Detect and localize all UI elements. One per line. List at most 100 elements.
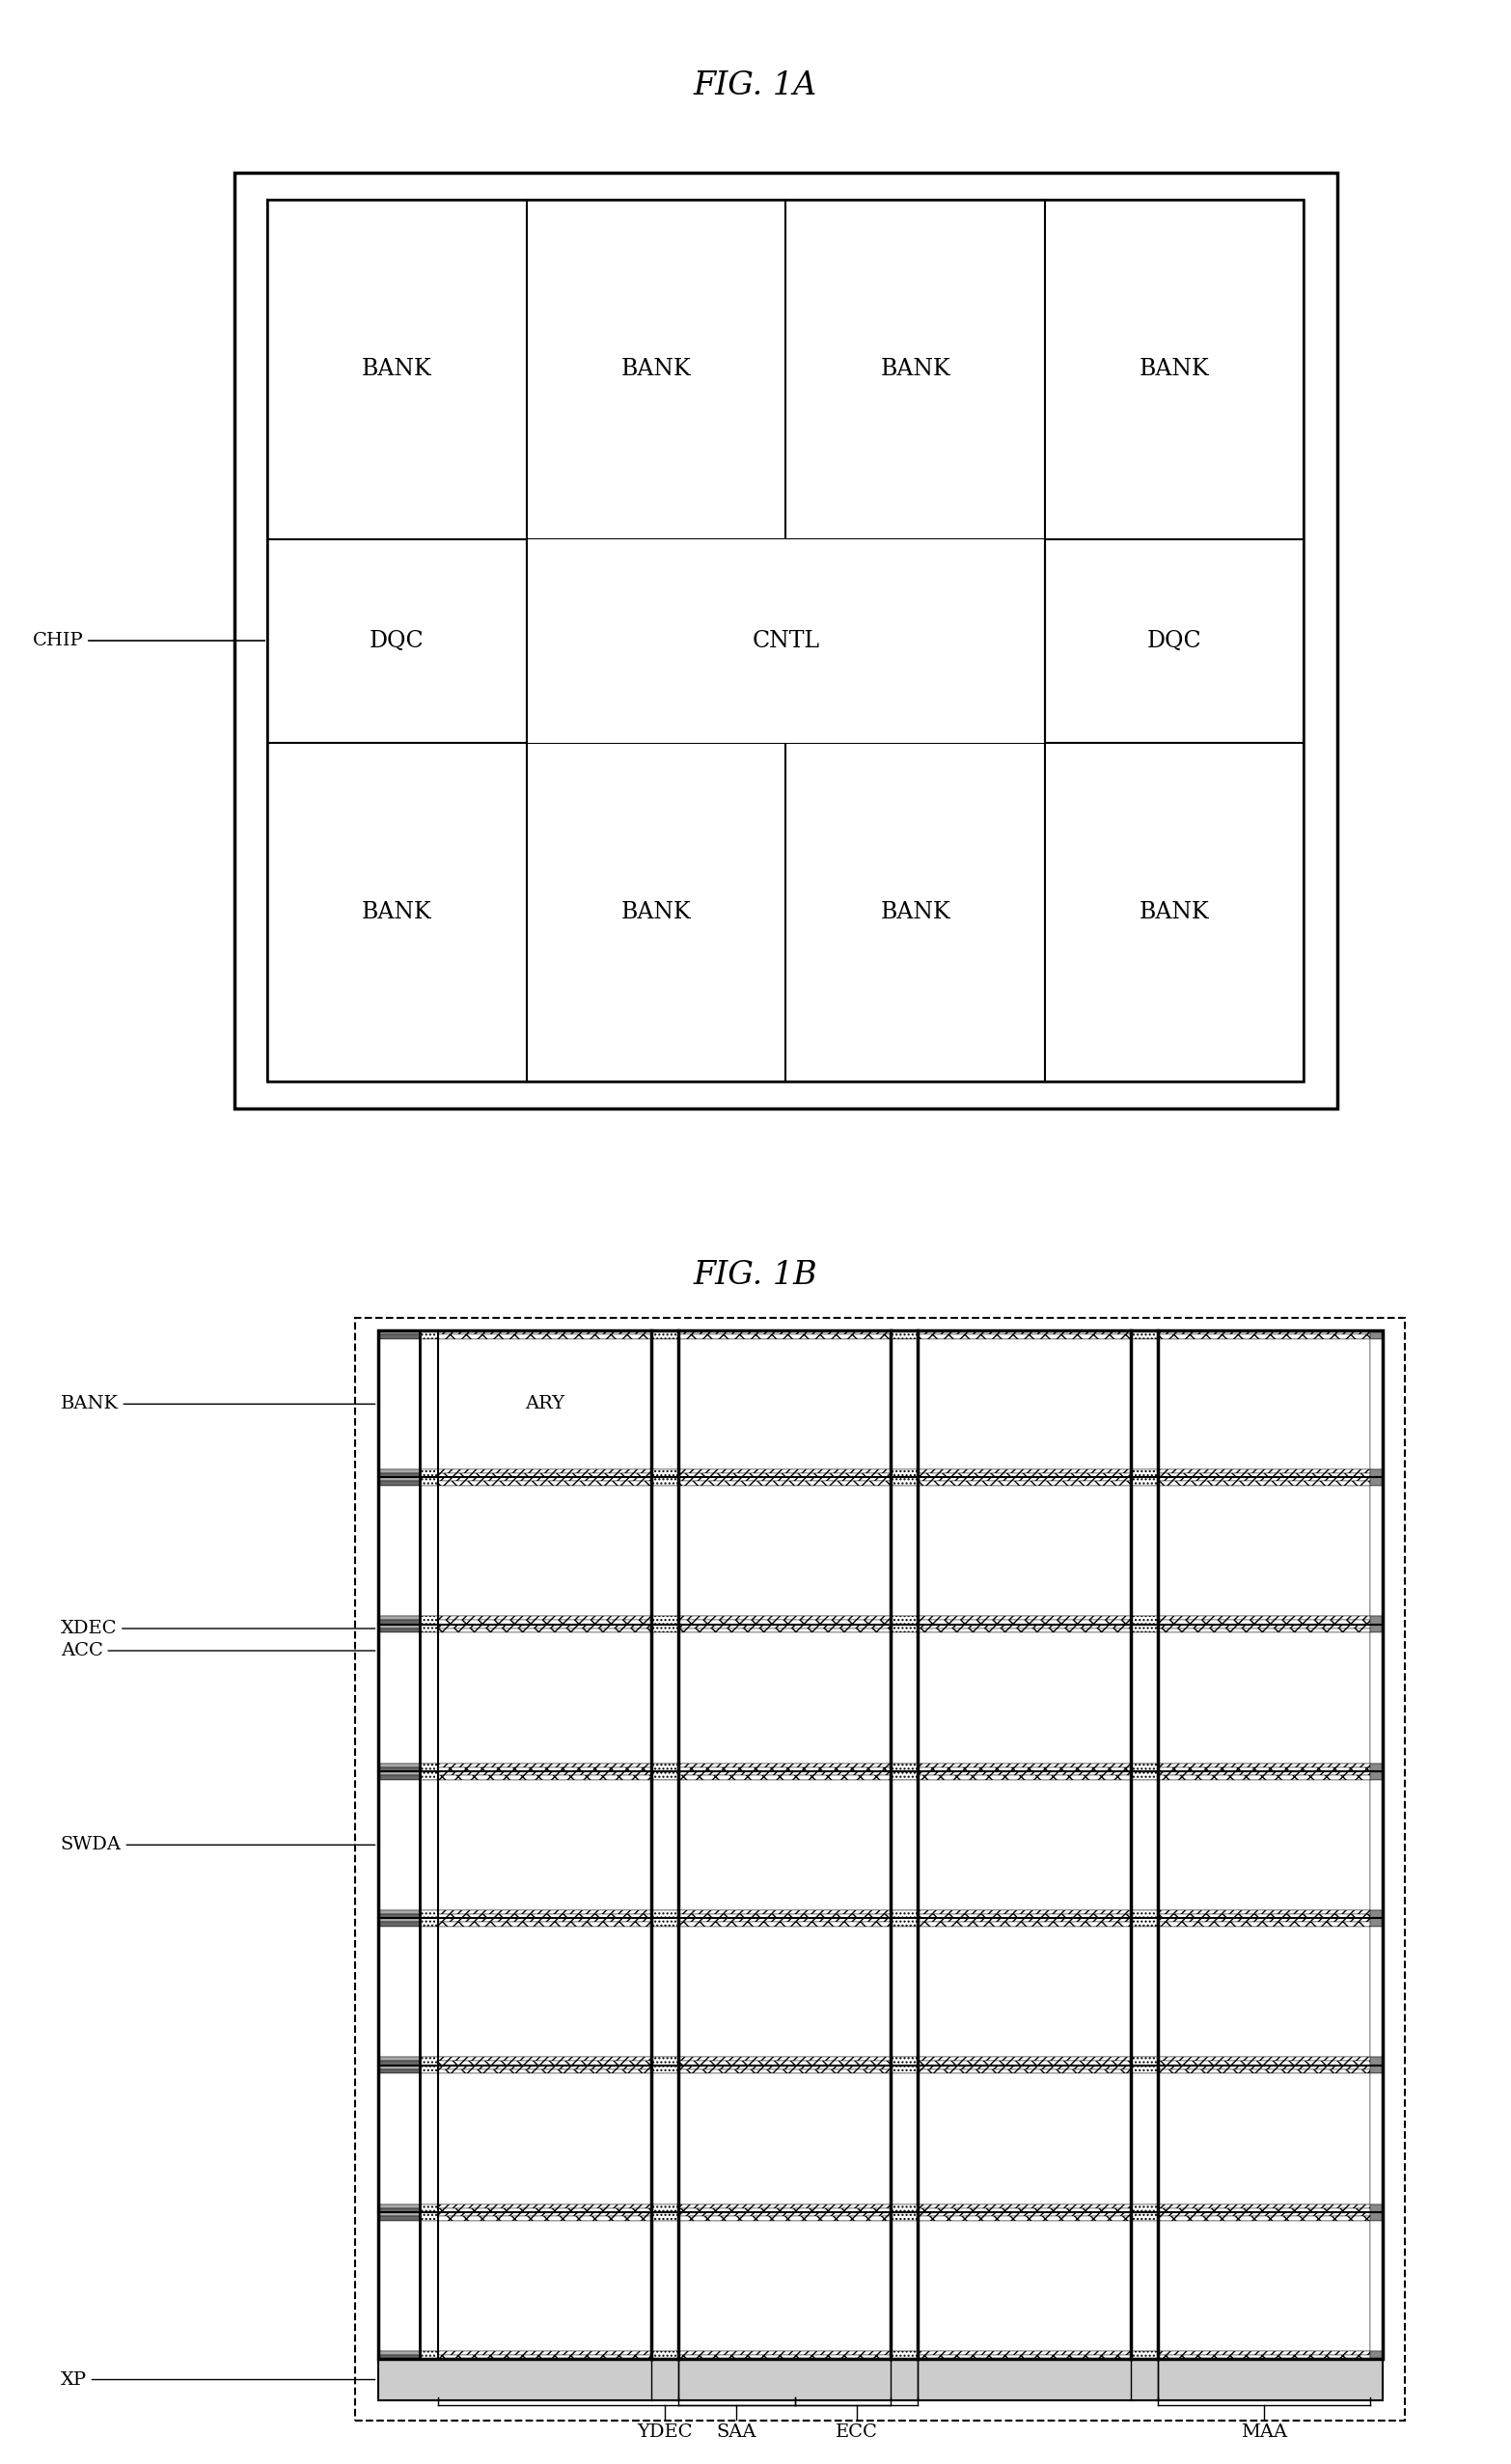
Bar: [917, 1616, 1130, 1619]
Bar: [438, 2065, 651, 2070]
Bar: [438, 2351, 651, 2356]
Bar: [651, 1469, 678, 1478]
Bar: [1370, 2065, 1383, 2072]
Bar: [1157, 2065, 1370, 2070]
Bar: [1130, 1764, 1157, 1772]
Text: SAA: SAA: [716, 2425, 757, 2442]
Bar: [678, 2356, 890, 2361]
Bar: [420, 2072, 438, 2205]
Bar: [378, 1331, 420, 1333]
Bar: [917, 1767, 1130, 1772]
Text: CHIP: CHIP: [32, 631, 264, 650]
Bar: [438, 1616, 651, 1619]
Bar: [678, 1486, 890, 1616]
Bar: [1130, 1919, 1157, 1927]
Bar: [1370, 1919, 1383, 1927]
Bar: [438, 2213, 651, 2215]
Bar: [378, 2220, 420, 2351]
Bar: [917, 1338, 1130, 1469]
Bar: [1130, 1910, 1157, 1919]
Bar: [917, 1634, 1130, 1764]
Bar: [378, 1338, 420, 1469]
Bar: [678, 1767, 890, 1772]
Bar: [890, 2057, 917, 2065]
Bar: [890, 2065, 917, 2072]
Bar: [378, 1922, 420, 1927]
Bar: [438, 2356, 651, 2361]
Bar: [378, 2205, 420, 2208]
Text: BANK: BANK: [1139, 357, 1209, 379]
Bar: [438, 1764, 651, 1767]
Bar: [438, 1478, 651, 1481]
Bar: [438, 2057, 651, 2060]
Bar: [420, 1919, 438, 1927]
Bar: [378, 1481, 420, 1486]
Bar: [917, 1619, 1130, 1624]
Bar: [678, 1333, 890, 1338]
Bar: [420, 1624, 438, 1634]
Bar: [420, 1486, 438, 1616]
Bar: [651, 2065, 678, 2072]
Bar: [1130, 1927, 1157, 2057]
Bar: [917, 2213, 1130, 2215]
Bar: [917, 2215, 1130, 2220]
Bar: [917, 1779, 1130, 1910]
Bar: [678, 1634, 890, 1764]
Bar: [1157, 2072, 1370, 2205]
Bar: [1130, 2072, 1157, 2205]
Bar: [438, 2215, 651, 2220]
Bar: [917, 1919, 1130, 1922]
Bar: [420, 1634, 438, 1764]
Bar: [438, 1333, 651, 1338]
Bar: [1157, 2060, 1370, 2065]
Bar: [378, 1764, 420, 1767]
Text: XP: XP: [60, 2370, 375, 2388]
Bar: [651, 1478, 678, 1486]
Bar: [1130, 1772, 1157, 1779]
Bar: [678, 2213, 890, 2215]
Bar: [378, 1915, 420, 1919]
Bar: [378, 2065, 420, 2070]
Bar: [1130, 1616, 1157, 1624]
Bar: [678, 1629, 890, 1634]
Bar: [1130, 2057, 1157, 2065]
Bar: [651, 1624, 678, 1634]
Bar: [378, 1478, 420, 1481]
Bar: [438, 1338, 651, 1469]
Bar: [438, 1331, 651, 1333]
Bar: [1130, 2351, 1157, 2361]
Bar: [917, 1478, 1130, 1481]
Bar: [378, 1469, 420, 1473]
Bar: [651, 1338, 678, 1469]
Bar: [1157, 1779, 1370, 1910]
Bar: [1157, 1469, 1370, 1473]
Bar: [678, 1331, 890, 1333]
Bar: [438, 1910, 651, 1915]
Bar: [678, 2060, 890, 2065]
Bar: [917, 1624, 1130, 1629]
Bar: [1130, 1469, 1157, 1478]
Bar: [1157, 1478, 1370, 1481]
Text: FIG. 1B: FIG. 1B: [694, 1259, 817, 1291]
Bar: [1157, 1338, 1370, 1469]
Bar: [678, 2208, 890, 2213]
Bar: [1157, 1767, 1370, 1772]
Bar: [678, 1919, 890, 1922]
Bar: [890, 1478, 917, 1486]
Text: DQC: DQC: [370, 628, 425, 653]
Bar: [438, 1619, 651, 1624]
Bar: [378, 1616, 420, 1619]
Bar: [651, 2213, 678, 2220]
Bar: [651, 1764, 678, 1772]
Bar: [678, 2065, 890, 2070]
Bar: [438, 2070, 651, 2072]
Bar: [1157, 1919, 1370, 1922]
Bar: [678, 2072, 890, 2205]
Bar: [378, 2057, 420, 2060]
Bar: [420, 2057, 438, 2065]
Text: BANK: BANK: [363, 357, 432, 379]
Bar: [917, 2351, 1130, 2356]
Bar: [678, 2070, 890, 2072]
Bar: [527, 540, 1046, 742]
Bar: [420, 1927, 438, 2057]
